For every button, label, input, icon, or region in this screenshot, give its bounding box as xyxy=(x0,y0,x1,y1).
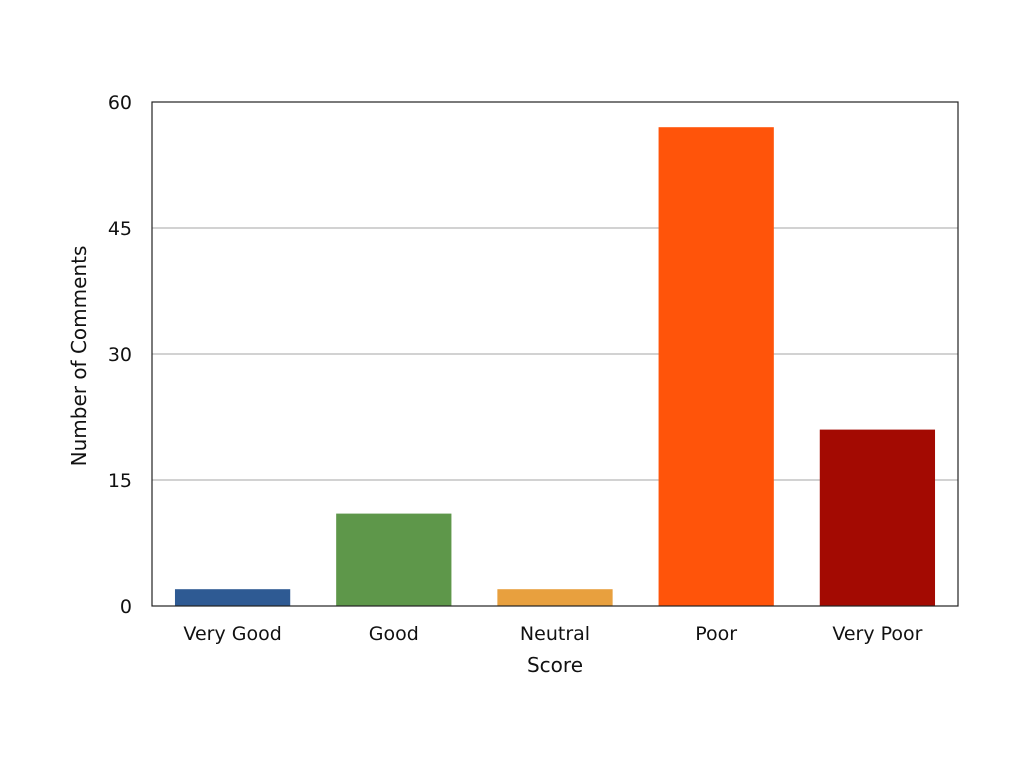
x-tick-label: Poor xyxy=(695,623,737,645)
bar-very-poor xyxy=(819,429,936,606)
y-tick-label: 0 xyxy=(120,596,132,618)
x-tick-label: Very Poor xyxy=(832,623,922,645)
bar-very-good xyxy=(174,589,291,606)
y-axis-ticks: 0 15 30 45 60 xyxy=(108,92,132,618)
bar-neutral xyxy=(497,589,613,606)
x-tick-label: Very Good xyxy=(183,623,281,645)
y-tick-label: 30 xyxy=(108,344,132,366)
x-tick-label: Neutral xyxy=(520,623,590,645)
x-axis-title: Score xyxy=(527,653,583,677)
x-axis-ticks: Very Good Good Neutral Poor Very Poor xyxy=(183,623,922,645)
bar-good xyxy=(336,513,452,606)
plot-frame xyxy=(151,101,959,607)
bar-poor xyxy=(658,127,774,606)
y-tick-label: 45 xyxy=(108,218,132,240)
y-axis-title: Number of Comments xyxy=(67,246,91,467)
bars xyxy=(174,127,936,606)
y-tick-label: 60 xyxy=(108,92,132,114)
y-tick-label: 15 xyxy=(108,470,132,492)
x-tick-label: Good xyxy=(369,623,419,645)
